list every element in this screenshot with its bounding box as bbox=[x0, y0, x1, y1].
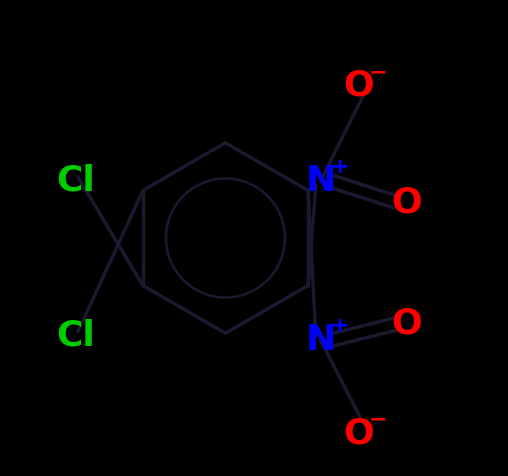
Text: +: + bbox=[330, 157, 349, 177]
Text: N: N bbox=[305, 164, 336, 198]
Text: Cl: Cl bbox=[56, 164, 95, 198]
Text: +: + bbox=[330, 316, 349, 336]
Text: O: O bbox=[343, 416, 374, 450]
Text: O: O bbox=[391, 307, 422, 341]
Text: Cl: Cl bbox=[56, 318, 95, 353]
Text: O: O bbox=[391, 185, 422, 219]
Text: −: − bbox=[368, 410, 387, 430]
Text: N: N bbox=[305, 323, 336, 357]
Text: O: O bbox=[343, 69, 374, 103]
Text: −: − bbox=[368, 62, 387, 82]
